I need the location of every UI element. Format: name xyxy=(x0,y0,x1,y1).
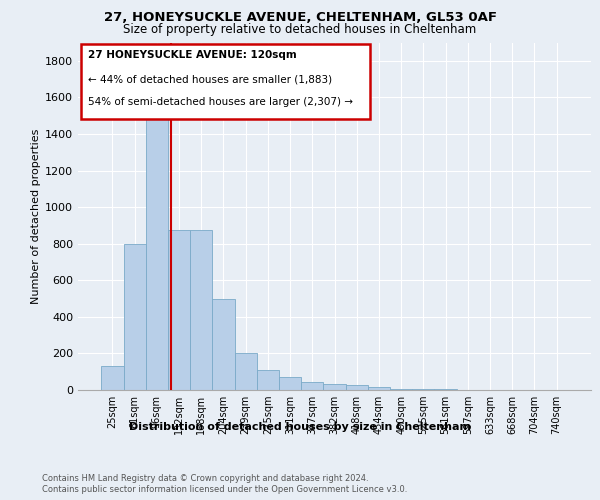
Bar xyxy=(212,298,235,390)
Text: ← 44% of detached houses are smaller (1,883): ← 44% of detached houses are smaller (1,… xyxy=(88,74,332,84)
Bar xyxy=(168,230,190,390)
Text: Distribution of detached houses by size in Cheltenham: Distribution of detached houses by size … xyxy=(129,422,471,432)
Bar xyxy=(257,370,279,390)
Text: 27 HONEYSUCKLE AVENUE: 120sqm: 27 HONEYSUCKLE AVENUE: 120sqm xyxy=(88,50,297,60)
Y-axis label: Number of detached properties: Number of detached properties xyxy=(31,128,41,304)
Bar xyxy=(190,230,212,390)
Text: Size of property relative to detached houses in Cheltenham: Size of property relative to detached ho… xyxy=(124,22,476,36)
Text: 27, HONEYSUCKLE AVENUE, CHELTENHAM, GL53 0AF: 27, HONEYSUCKLE AVENUE, CHELTENHAM, GL53… xyxy=(104,11,497,24)
Bar xyxy=(235,352,257,390)
Bar xyxy=(146,118,168,390)
Text: Contains HM Land Registry data © Crown copyright and database right 2024.: Contains HM Land Registry data © Crown c… xyxy=(42,474,368,483)
Bar xyxy=(390,388,412,390)
Bar xyxy=(124,244,146,390)
Bar xyxy=(368,388,390,390)
Bar xyxy=(301,382,323,390)
Bar xyxy=(412,389,434,390)
FancyBboxPatch shape xyxy=(80,44,370,119)
Text: Contains public sector information licensed under the Open Government Licence v3: Contains public sector information licen… xyxy=(42,485,407,494)
Bar xyxy=(323,384,346,390)
Bar xyxy=(279,377,301,390)
Bar xyxy=(101,366,124,390)
Text: 54% of semi-detached houses are larger (2,307) →: 54% of semi-detached houses are larger (… xyxy=(88,98,353,108)
Bar xyxy=(346,386,368,390)
